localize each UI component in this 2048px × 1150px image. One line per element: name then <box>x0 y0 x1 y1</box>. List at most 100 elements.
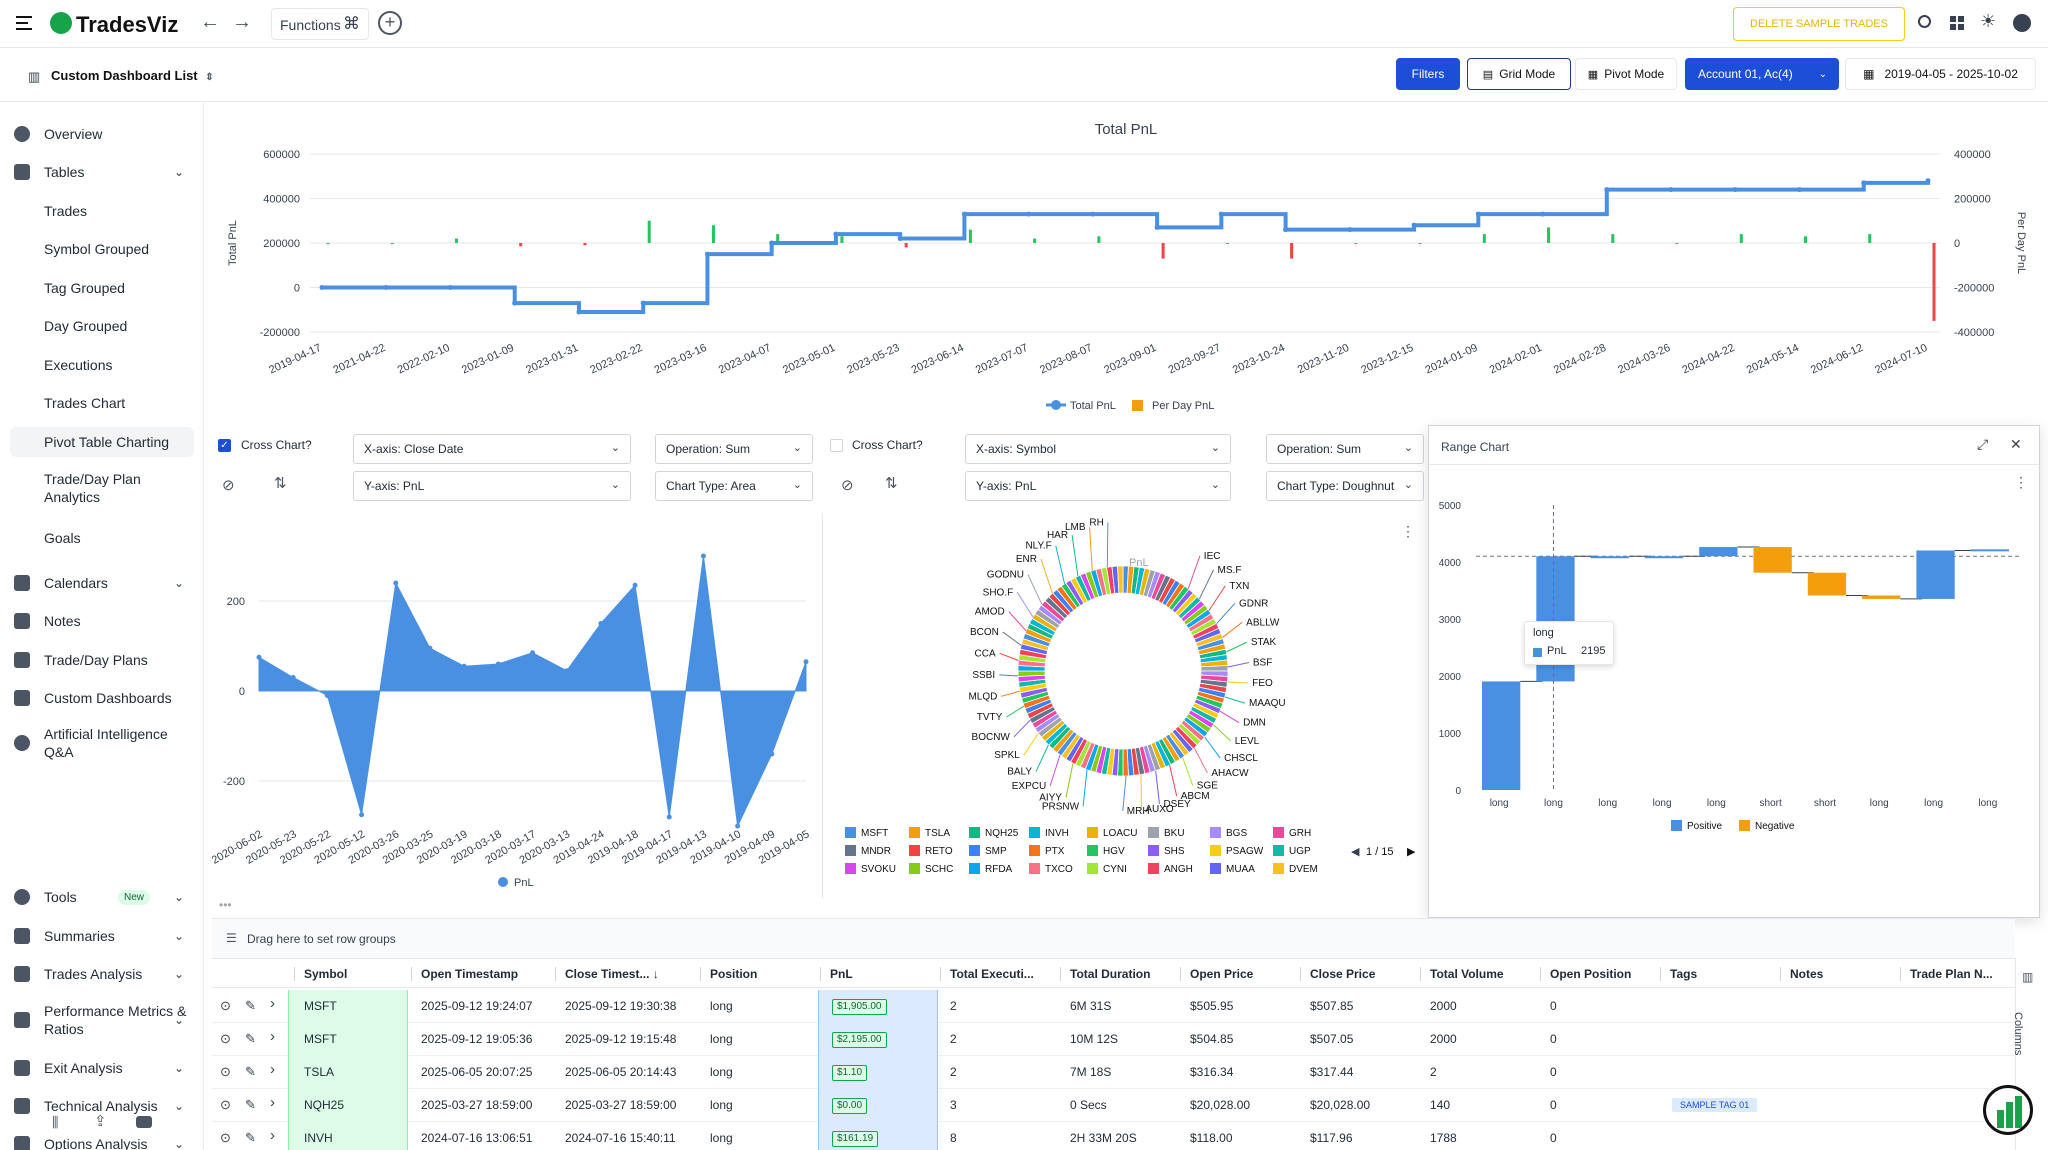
table-row[interactable]: ⊙ ✎ › TSLA 2025-06-05 20:07:25 2025-06-05 20:… <box>212 1056 2015 1089</box>
column-header[interactable]: Total Executi... <box>950 967 1034 981</box>
sidebar-subitem-pivot-table-charting[interactable]: Pivot Table Charting <box>10 427 194 457</box>
column-header[interactable]: Total Duration <box>1070 967 1151 981</box>
grid-mode-button[interactable]: ▤ Grid Mode <box>1467 58 1571 90</box>
forward-icon[interactable]: → <box>232 11 252 33</box>
expand-row-icon[interactable]: › <box>270 1061 275 1078</box>
sidebar-item-calendars[interactable]: Calendars ⌄ <box>10 568 194 598</box>
sidebar-item-options-analysis[interactable]: Options Analysis ⌄ <box>10 1129 194 1150</box>
table-row[interactable]: ⊙ ✎ › NQH25 2025-03-27 18:59:00 2025-03-27 18… <box>212 1089 2015 1122</box>
target-icon[interactable]: ⊙ <box>220 1031 231 1046</box>
apps-grid-icon[interactable] <box>1950 16 1964 30</box>
column-header[interactable]: Close Timest... ↓ <box>565 967 659 981</box>
column-header[interactable]: Trade Plan N... <box>1910 967 1993 981</box>
sidebar-subitem-tag-grouped[interactable]: Tag Grouped <box>44 280 125 296</box>
back-icon[interactable]: ← <box>200 11 220 33</box>
y-axis-select[interactable]: Y-axis: PnL ⌄ <box>353 471 631 501</box>
sidebar-item-performance[interactable]: Performance Metrics & Ratios ⌄ <box>10 1000 194 1040</box>
column-header[interactable]: Position <box>710 967 758 981</box>
chart-type-select[interactable]: Chart Type: Doughnut ⌄ <box>1266 471 1424 501</box>
custom-dashboard-list-dropdown[interactable]: Custom Dashboard List ⇕ <box>51 68 214 83</box>
chart-type-select[interactable]: Chart Type: Area ⌄ <box>655 471 813 501</box>
target-icon[interactable]: ⊙ <box>220 998 231 1013</box>
table-row[interactable]: ⊙ ✎ › MSFT 2025-09-12 19:05:36 2025-09-12 19:… <box>212 1023 2015 1056</box>
sidebar-subitem-day-grouped[interactable]: Day Grouped <box>44 318 128 334</box>
edit-icon[interactable]: ✎ <box>245 1097 256 1112</box>
video-icon[interactable] <box>136 1116 152 1128</box>
sidebar-item-plans[interactable]: Trade/Day Plans <box>10 645 194 675</box>
x-axis-select[interactable]: X-axis: Close Date ⌄ <box>353 434 631 464</box>
support-chat-icon[interactable] <box>1983 1085 2033 1135</box>
column-header[interactable]: Tags <box>1670 967 1698 981</box>
column-header[interactable]: Open Position <box>1550 967 1632 981</box>
legend-swatch <box>1739 820 1750 831</box>
target-icon[interactable]: ⊙ <box>220 1130 231 1145</box>
edit-icon[interactable]: ✎ <box>245 1064 256 1079</box>
more-options-icon[interactable]: ⋮ <box>1401 523 1415 539</box>
add-circle-icon[interactable]: + <box>378 11 402 35</box>
app-name[interactable]: TradesViz <box>76 12 179 37</box>
sidebar-item-exit-analysis[interactable]: Exit Analysis ⌄ <box>10 1053 194 1083</box>
account-select[interactable]: Account 01, Ac(4) ⌄ <box>1685 58 1839 90</box>
expand-row-icon[interactable]: › <box>270 1094 275 1111</box>
cross-chart-checkbox[interactable] <box>830 439 843 452</box>
sidebar-item-ai[interactable]: Artificial Intelligence Q&A <box>10 723 194 763</box>
edit-icon[interactable]: ✎ <box>245 1130 256 1145</box>
operation-select[interactable]: Operation: Sum ⌄ <box>1266 434 1424 464</box>
edit-icon[interactable]: ✎ <box>245 998 256 1013</box>
table-row[interactable]: ⊙ ✎ › MSFT 2025-09-12 19:24:07 2025-09-12 19:… <box>212 990 2015 1023</box>
sidebar-item-tools[interactable]: Tools New ⌄ <box>10 882 194 912</box>
sidebar-subitem-trades[interactable]: Trades <box>44 203 88 219</box>
theme-sun-icon[interactable]: ☀ <box>1980 11 1997 31</box>
sidebar-subitem-symbol-grouped[interactable]: Symbol Grouped <box>44 241 150 257</box>
sort-desc-icon[interactable]: ↓ <box>649 967 659 981</box>
column-header[interactable]: Open Timestamp <box>421 967 519 981</box>
x-axis-select[interactable]: X-axis: Symbol ⌄ <box>965 434 1231 464</box>
sidebar-item-overview[interactable]: Overview <box>10 119 194 149</box>
upload-icon[interactable]: ⇪ <box>94 1113 107 1130</box>
column-header[interactable]: Total Volume <box>1430 967 1504 981</box>
sliders-icon[interactable]: ⫼ <box>52 1114 59 1130</box>
sidebar-subitem-executions[interactable]: Executions <box>44 357 113 373</box>
cross-chart-checkbox[interactable]: ✓ <box>218 439 231 452</box>
sidebar-item-technical-analysis[interactable]: Technical Analysis ⌄ <box>10 1091 194 1121</box>
search-icon[interactable] <box>1918 15 1931 28</box>
sidebar-subitem-plan-analytics[interactable]: Trade/Day Plan Analytics <box>44 471 141 505</box>
target-icon[interactable]: ⊙ <box>220 1064 231 1079</box>
edit-icon[interactable]: ✎ <box>245 1031 256 1046</box>
sort-icon[interactable]: ⇅ <box>274 475 287 492</box>
expand-row-icon[interactable]: › <box>270 1028 275 1045</box>
sidebar-item-custom-dashboards[interactable]: Custom Dashboards <box>10 683 194 713</box>
filters-button[interactable]: Filters <box>1396 58 1460 90</box>
close-icon[interactable]: ✕ <box>2010 436 2022 452</box>
column-header[interactable]: PnL <box>830 967 853 981</box>
sort-icon[interactable]: ⇅ <box>885 475 898 492</box>
pivot-mode-button[interactable]: ▦ Pivot Mode <box>1575 58 1677 90</box>
sidebar-subitem-goals[interactable]: Goals <box>44 530 81 546</box>
column-header[interactable]: Notes <box>1790 967 1824 981</box>
y-axis-select[interactable]: Y-axis: PnL ⌄ <box>965 471 1231 501</box>
functions-button[interactable]: Functions ⌘ <box>271 8 369 40</box>
table-row[interactable]: ⊙ ✎ › INVH 2024-07-16 13:06:51 2024-07-16 15:… <box>212 1122 2015 1150</box>
sidebar-item-tables[interactable]: Tables ⌄ <box>10 157 194 187</box>
date-range-picker[interactable]: ▦ 2019-04-05 - 2025-10-02 <box>1845 58 2036 90</box>
column-header[interactable]: Open Price <box>1190 967 1254 981</box>
more-options-icon[interactable]: ⋮ <box>2014 474 2028 490</box>
delete-sample-trades-button[interactable]: DELETE SAMPLE TRADES <box>1733 7 1905 41</box>
row-group-panel[interactable]: ☰ Drag here to set row groups <box>212 918 2015 958</box>
filter-off-icon[interactable]: ⊘ <box>841 477 854 494</box>
expand-icon[interactable]: ⤢ <box>1977 436 1989 452</box>
column-header[interactable]: Close Price <box>1310 967 1376 981</box>
sidebar-item-notes[interactable]: Notes <box>10 606 194 636</box>
sidebar-subitem-trades-chart[interactable]: Trades Chart <box>44 395 126 411</box>
user-avatar-icon[interactable] <box>2013 14 2031 32</box>
sidebar-item-trades-analysis[interactable]: Trades Analysis ⌄ <box>10 959 194 989</box>
operation-select[interactable]: Operation: Sum ⌄ <box>655 434 813 464</box>
expand-row-icon[interactable]: › <box>270 1127 275 1144</box>
filter-off-icon[interactable]: ⊘ <box>222 477 235 494</box>
target-icon[interactable]: ⊙ <box>220 1097 231 1112</box>
expand-row-icon[interactable]: › <box>270 995 275 1012</box>
menu-icon[interactable] <box>16 16 32 30</box>
column-header[interactable]: Symbol <box>304 967 348 981</box>
sidebar-item-summaries[interactable]: Summaries ⌄ <box>10 921 194 951</box>
grid-divider-handle[interactable]: ••• <box>219 898 232 912</box>
